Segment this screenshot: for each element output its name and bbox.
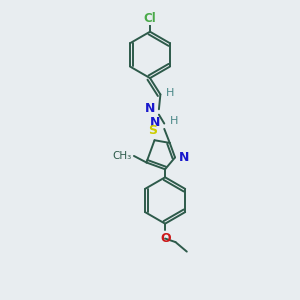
Text: N: N: [178, 151, 189, 164]
Text: Cl: Cl: [144, 12, 156, 25]
Text: S: S: [148, 124, 157, 137]
Text: O: O: [160, 232, 171, 245]
Text: H: H: [170, 116, 178, 126]
Text: N: N: [145, 102, 155, 115]
Text: CH₃: CH₃: [112, 151, 132, 161]
Text: N: N: [150, 116, 161, 130]
Text: H: H: [166, 88, 174, 98]
